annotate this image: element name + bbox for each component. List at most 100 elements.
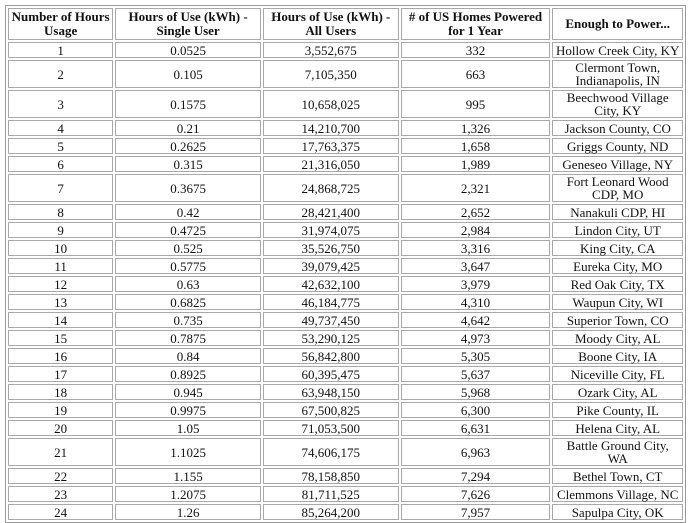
table-row: 4 0.21 14,210,700 1,326 Jackson County, CO xyxy=(8,120,683,136)
cell-homes-powered: 5,637 xyxy=(400,366,551,382)
cell-all-users-kwh: 63,948,150 xyxy=(262,384,399,400)
cell-enough-to-power: Eureka City, MO xyxy=(552,258,683,274)
cell-all-users-kwh: 39,079,425 xyxy=(262,258,399,274)
cell-single-user-kwh: 0.7875 xyxy=(115,330,261,346)
cell-all-users-kwh: 49,737,450 xyxy=(262,312,399,328)
cell-enough-to-power: Waupun City, WI xyxy=(552,294,683,310)
cell-homes-powered: 2,652 xyxy=(400,204,551,220)
cell-enough-to-power: Sapulpa City, OK xyxy=(552,504,683,520)
cell-hours: 9 xyxy=(8,222,114,238)
cell-enough-to-power: Battle Ground City, WA xyxy=(552,438,683,466)
cell-homes-powered: 1,989 xyxy=(400,156,551,172)
cell-all-users-kwh: 46,184,775 xyxy=(262,294,399,310)
cell-hours: 3 xyxy=(8,90,114,118)
cell-hours: 24 xyxy=(8,504,114,520)
cell-enough-to-power: Niceville City, FL xyxy=(552,366,683,382)
cell-single-user-kwh: 0.84 xyxy=(115,348,261,364)
cell-homes-powered: 995 xyxy=(400,90,551,118)
cell-all-users-kwh: 42,632,100 xyxy=(262,276,399,292)
table-row: 2 0.105 7,105,350 663 Clermont Town, Indiana… xyxy=(8,60,683,88)
cell-single-user-kwh: 1.1025 xyxy=(115,438,261,466)
cell-homes-powered: 6,631 xyxy=(400,420,551,436)
cell-homes-powered: 1,326 xyxy=(400,120,551,136)
cell-hours: 2 xyxy=(8,60,114,88)
cell-hours: 6 xyxy=(8,156,114,172)
table-row: 17 0.8925 60,395,475 5,637 Niceville City, F… xyxy=(8,366,683,382)
cell-enough-to-power: Pike County, IL xyxy=(552,402,683,418)
table-row: 3 0.1575 10,658,025 995 Beechwood Village Ci… xyxy=(8,90,683,118)
table-row: 1 0.0525 3,552,675 332 Hollow Creek City, KY xyxy=(8,42,683,58)
cell-homes-powered: 6,300 xyxy=(400,402,551,418)
cell-hours: 8 xyxy=(8,204,114,220)
cell-hours: 16 xyxy=(8,348,114,364)
cell-single-user-kwh: 1.155 xyxy=(115,468,261,484)
cell-single-user-kwh: 0.5775 xyxy=(115,258,261,274)
cell-all-users-kwh: 67,500,825 xyxy=(262,402,399,418)
energy-usage-table: Number of Hours Usage Hours of Use (kWh)… xyxy=(5,5,686,523)
table-row: 13 0.6825 46,184,775 4,310 Waupun City, WI xyxy=(8,294,683,310)
cell-single-user-kwh: 0.9975 xyxy=(115,402,261,418)
cell-enough-to-power: Moody City, AL xyxy=(552,330,683,346)
cell-all-users-kwh: 24,868,725 xyxy=(262,174,399,202)
header-all-users: Hours of Use (kWh) - All Users xyxy=(262,8,399,40)
table-row: 14 0.735 49,737,450 4,642 Superior Town, CO xyxy=(8,312,683,328)
cell-single-user-kwh: 0.63 xyxy=(115,276,261,292)
table-row: 6 0.315 21,316,050 1,989 Geneseo Village, NY xyxy=(8,156,683,172)
table-row: 22 1.155 78,158,850 7,294 Bethel Town, CT xyxy=(8,468,683,484)
cell-hours: 11 xyxy=(8,258,114,274)
cell-hours: 7 xyxy=(8,174,114,202)
table-row: 9 0.4725 31,974,075 2,984 Lindon City, UT xyxy=(8,222,683,238)
cell-hours: 5 xyxy=(8,138,114,154)
cell-homes-powered: 2,321 xyxy=(400,174,551,202)
cell-enough-to-power: Hollow Creek City, KY xyxy=(552,42,683,58)
cell-single-user-kwh: 0.735 xyxy=(115,312,261,328)
cell-enough-to-power: Bethel Town, CT xyxy=(552,468,683,484)
cell-homes-powered: 4,642 xyxy=(400,312,551,328)
cell-enough-to-power: Helena City, AL xyxy=(552,420,683,436)
cell-homes-powered: 1,658 xyxy=(400,138,551,154)
table-row: 12 0.63 42,632,100 3,979 Red Oak City, TX xyxy=(8,276,683,292)
cell-all-users-kwh: 60,395,475 xyxy=(262,366,399,382)
cell-enough-to-power: Boone City, IA xyxy=(552,348,683,364)
cell-homes-powered: 5,968 xyxy=(400,384,551,400)
cell-homes-powered: 6,963 xyxy=(400,438,551,466)
cell-enough-to-power: Ozark City, AL xyxy=(552,384,683,400)
table-row: 5 0.2625 17,763,375 1,658 Griggs County, ND xyxy=(8,138,683,154)
cell-homes-powered: 663 xyxy=(400,60,551,88)
cell-enough-to-power: Red Oak City, TX xyxy=(552,276,683,292)
header-single-user: Hours of Use (kWh) - Single User xyxy=(115,8,261,40)
cell-all-users-kwh: 71,053,500 xyxy=(262,420,399,436)
cell-enough-to-power: Beechwood Village City, KY xyxy=(552,90,683,118)
cell-hours: 15 xyxy=(8,330,114,346)
cell-hours: 4 xyxy=(8,120,114,136)
cell-all-users-kwh: 31,974,075 xyxy=(262,222,399,238)
cell-single-user-kwh: 0.105 xyxy=(115,60,261,88)
cell-homes-powered: 3,316 xyxy=(400,240,551,256)
cell-homes-powered: 3,979 xyxy=(400,276,551,292)
cell-all-users-kwh: 3,552,675 xyxy=(262,42,399,58)
header-hours-usage: Number of Hours Usage xyxy=(8,8,114,40)
cell-enough-to-power: Fort Leonard Wood CDP, MO xyxy=(552,174,683,202)
cell-homes-powered: 332 xyxy=(400,42,551,58)
cell-single-user-kwh: 1.05 xyxy=(115,420,261,436)
cell-all-users-kwh: 35,526,750 xyxy=(262,240,399,256)
cell-all-users-kwh: 53,290,125 xyxy=(262,330,399,346)
cell-enough-to-power: Geneseo Village, NY xyxy=(552,156,683,172)
cell-all-users-kwh: 10,658,025 xyxy=(262,90,399,118)
table-row: 11 0.5775 39,079,425 3,647 Eureka City, MO xyxy=(8,258,683,274)
table-row: 7 0.3675 24,868,725 2,321 Fort Leonard Wood … xyxy=(8,174,683,202)
cell-hours: 22 xyxy=(8,468,114,484)
cell-homes-powered: 4,310 xyxy=(400,294,551,310)
table-row: 15 0.7875 53,290,125 4,973 Moody City, AL xyxy=(8,330,683,346)
cell-all-users-kwh: 56,842,800 xyxy=(262,348,399,364)
cell-single-user-kwh: 0.8925 xyxy=(115,366,261,382)
cell-homes-powered: 5,305 xyxy=(400,348,551,364)
table-row: 8 0.42 28,421,400 2,652 Nanakuli CDP, HI xyxy=(8,204,683,220)
cell-all-users-kwh: 21,316,050 xyxy=(262,156,399,172)
cell-all-users-kwh: 74,606,175 xyxy=(262,438,399,466)
cell-all-users-kwh: 28,421,400 xyxy=(262,204,399,220)
cell-hours: 19 xyxy=(8,402,114,418)
header-row: Number of Hours Usage Hours of Use (kWh)… xyxy=(8,8,683,40)
table-row: 20 1.05 71,053,500 6,631 Helena City, AL xyxy=(8,420,683,436)
table-row: 18 0.945 63,948,150 5,968 Ozark City, AL xyxy=(8,384,683,400)
